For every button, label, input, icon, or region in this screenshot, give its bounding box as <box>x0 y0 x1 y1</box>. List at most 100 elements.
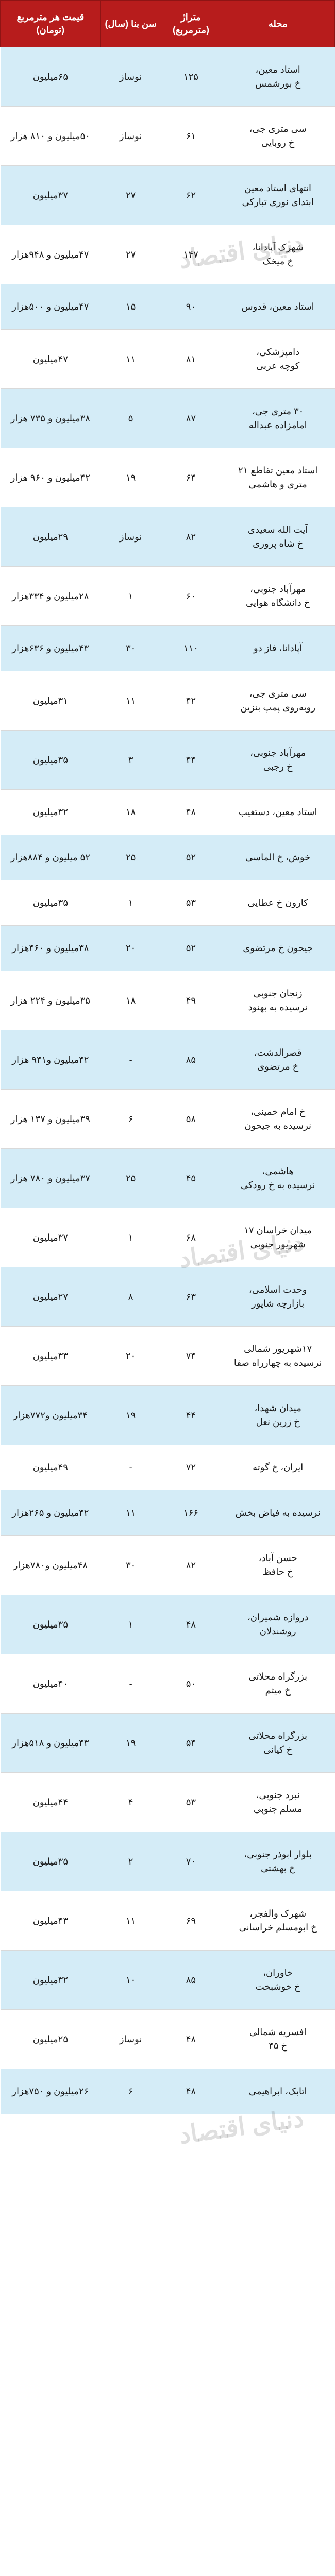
cell-metraj: ۶۹ <box>161 1891 221 1951</box>
cell-sen: ۱۱ <box>100 671 161 731</box>
cell-mahale: انتهای استاد معینابتدای نوری تبارکی <box>221 166 335 225</box>
cell-gheymat: ۴۷میلیون و ۵۰۰هزار <box>1 284 101 330</box>
table-row: سی متری جی،خ روبایی۶۱نوساز۵۰میلیون و ۸۱۰… <box>1 107 335 166</box>
cell-metraj: ۸۷ <box>161 389 221 448</box>
table-row: نبرد جنوبی،مسلم جنوبی۵۳۴۴۴میلیون <box>1 1773 335 1832</box>
table-row: افسریه شمالیخ ۴۵۴۸نوساز۲۵میلیون <box>1 2010 335 2069</box>
cell-sen: - <box>100 1030 161 1090</box>
table-row: میدان شهدا،خ زرین نعل۴۴۱۹۳۴میلیون و۷۷۲هز… <box>1 1386 335 1445</box>
cell-metraj: ۸۵ <box>161 1951 221 2010</box>
cell-sen: ۱۱ <box>100 330 161 389</box>
table-row: نرسیده به فیاض بخش۱۶۶۱۱۴۲میلیون و ۲۶۵هزا… <box>1 1490 335 1536</box>
cell-sen: نوساز <box>100 47 161 107</box>
cell-gheymat: ۳۸میلیون و ۴۶۰هزار <box>1 926 101 971</box>
cell-metraj: ۸۵ <box>161 1030 221 1090</box>
table-row: دروازه شمیران،روشندلان۴۸۱۳۵میلیون <box>1 1595 335 1654</box>
table-row: انتهای استاد معینابتدای نوری تبارکی۶۲۲۷۳… <box>1 166 335 225</box>
cell-gheymat: ۵۲ میلیون و ۸۸۴هزار <box>1 835 101 880</box>
table-row: میدان خراسان ۱۷شهریور جنوبی۶۸۱۳۷میلیون <box>1 1208 335 1267</box>
table-row: قصرالدشت،خ مرتضوی۸۵-۴۲میلیون و۹۴۱ هزار <box>1 1030 335 1090</box>
cell-metraj: ۶۸ <box>161 1208 221 1267</box>
cell-gheymat: ۳۳میلیون <box>1 1327 101 1386</box>
cell-metraj: ۸۲ <box>161 507 221 567</box>
cell-metraj: ۴۹ <box>161 971 221 1030</box>
cell-sen: نوساز <box>100 2010 161 2069</box>
cell-gheymat: ۴۳میلیون و ۶۳۶هزار <box>1 626 101 671</box>
cell-gheymat: ۴۳میلیون <box>1 1891 101 1951</box>
cell-gheymat: ۳۵میلیون <box>1 731 101 790</box>
cell-metraj: ۴۴ <box>161 1386 221 1445</box>
cell-gheymat: ۴۰میلیون <box>1 1654 101 1714</box>
cell-mahale: خ امام خمینی،نرسیده به جیحون <box>221 1090 335 1149</box>
cell-mahale: نرسیده به فیاض بخش <box>221 1490 335 1536</box>
cell-gheymat: ۴۲میلیون و ۲۶۵هزار <box>1 1490 101 1536</box>
cell-mahale: مهرآباد جنوبی،خ دانشگاه هوایی <box>221 567 335 626</box>
cell-mahale: وحدت اسلامی،بازارچه شاپور <box>221 1267 335 1327</box>
table-row: استاد معین،خ بورشمس۱۲۵نوساز۶۵میلیون <box>1 47 335 107</box>
cell-gheymat: ۴۲میلیون و ۹۶۰ هزار <box>1 448 101 507</box>
table-row: بزرگراه محلاتیخ کیانی۵۴۱۹۴۳میلیون و ۵۱۸ه… <box>1 1714 335 1773</box>
cell-gheymat: ۳۷میلیون و ۷۸۰ هزار <box>1 1149 101 1208</box>
cell-gheymat: ۳۵میلیون و ۲۲۴ هزار <box>1 971 101 1030</box>
table-row: مهرآباد جنوبی،خ دانشگاه هوایی۶۰۱۲۸میلیون… <box>1 567 335 626</box>
table-row: شهرک آپادانا،خ میخک۱۴۷۲۷۴۷میلیون و ۹۴۸هز… <box>1 225 335 284</box>
cell-gheymat: ۳۷میلیون <box>1 1208 101 1267</box>
cell-sen: ۱۹ <box>100 448 161 507</box>
cell-gheymat: ۳۵میلیون <box>1 1832 101 1891</box>
cell-gheymat: ۲۶میلیون و ۷۵۰هزار <box>1 2069 101 2114</box>
cell-mahale: هاشمی،نرسیده به خ رودکی <box>221 1149 335 1208</box>
cell-sen: ۲ <box>100 1832 161 1891</box>
cell-mahale: ۳۰ متری جی،امامزاده عبداله <box>221 389 335 448</box>
table-row: سی متری جی،روبه‌روی پمپ بنزین۴۲۱۱۳۱میلیو… <box>1 671 335 731</box>
table-row: آیت الله سعیدیخ شاه پروری۸۲نوساز۲۹میلیون <box>1 507 335 567</box>
table-row: هاشمی،نرسیده به خ رودکی۴۵۲۵۳۷میلیون و ۷۸… <box>1 1149 335 1208</box>
cell-metraj: ۸۱ <box>161 330 221 389</box>
cell-sen: ۶ <box>100 1090 161 1149</box>
price-table: محله متراژ (مترمربع) سن بنا (سال) قیمت ه… <box>0 0 335 2114</box>
cell-metraj: ۱۶۶ <box>161 1490 221 1536</box>
table-row: وحدت اسلامی،بازارچه شاپور۶۳۸۲۷میلیون <box>1 1267 335 1327</box>
cell-gheymat: ۳۷میلیون <box>1 166 101 225</box>
cell-mahale: نبرد جنوبی،مسلم جنوبی <box>221 1773 335 1832</box>
table-row: ۳۰ متری جی،امامزاده عبداله۸۷۵۳۸میلیون و … <box>1 389 335 448</box>
cell-sen: ۳۰ <box>100 626 161 671</box>
cell-metraj: ۵۳ <box>161 880 221 926</box>
cell-mahale: دامپزشکی،کوچه عربی <box>221 330 335 389</box>
cell-metraj: ۷۴ <box>161 1327 221 1386</box>
cell-metraj: ۶۴ <box>161 448 221 507</box>
cell-metraj: ۱۲۵ <box>161 47 221 107</box>
table-row: کارون خ عطایی۵۳۱۳۵میلیون <box>1 880 335 926</box>
cell-mahale: سی متری جی،خ روبایی <box>221 107 335 166</box>
table-row: دامپزشکی،کوچه عربی۸۱۱۱۴۷میلیون <box>1 330 335 389</box>
cell-gheymat: ۳۴میلیون و۷۷۲هزار <box>1 1386 101 1445</box>
table-row: حسن آباد،خ حافظ۸۲۳۰۴۸میلیون و۷۸۰هزار <box>1 1536 335 1595</box>
table-row: مهرآباد جنوبی،خ رجبی۴۴۳۳۵میلیون <box>1 731 335 790</box>
cell-sen: - <box>100 1445 161 1490</box>
cell-mahale: شهرک آپادانا،خ میخک <box>221 225 335 284</box>
cell-gheymat: ۶۵میلیون <box>1 47 101 107</box>
cell-metraj: ۷۲ <box>161 1445 221 1490</box>
cell-sen: ۲۰ <box>100 926 161 971</box>
cell-sen: ۵ <box>100 389 161 448</box>
cell-mahale: دروازه شمیران،روشندلان <box>221 1595 335 1654</box>
cell-metraj: ۴۸ <box>161 2069 221 2114</box>
table-row: خوش، خ الماسی۵۲۲۵۵۲ میلیون و ۸۸۴هزار <box>1 835 335 880</box>
cell-gheymat: ۲۷میلیون <box>1 1267 101 1327</box>
table-row: خاوران،خ خوشبخت۸۵۱۰۳۲میلیون <box>1 1951 335 2010</box>
cell-mahale: استاد معین تقاطع ۲۱متری و هاشمی <box>221 448 335 507</box>
cell-gheymat: ۴۴میلیون <box>1 1773 101 1832</box>
cell-mahale: استاد معین، قدوس <box>221 284 335 330</box>
header-row: محله متراژ (مترمربع) سن بنا (سال) قیمت ه… <box>1 1 335 47</box>
cell-gheymat: ۴۸میلیون و۷۸۰هزار <box>1 1536 101 1595</box>
cell-sen: ۳ <box>100 731 161 790</box>
cell-sen: - <box>100 1654 161 1714</box>
cell-mahale: قصرالدشت،خ مرتضوی <box>221 1030 335 1090</box>
cell-gheymat: ۳۹میلیون و ۱۳۷ هزار <box>1 1090 101 1149</box>
table-row: زنجان جنوبینرسیده به بهنود۴۹۱۸۳۵میلیون و… <box>1 971 335 1030</box>
cell-gheymat: ۳۵میلیون <box>1 1595 101 1654</box>
cell-metraj: ۴۸ <box>161 790 221 835</box>
table-row: آپادانا، فاز دو۱۱۰۳۰۴۳میلیون و ۶۳۶هزار <box>1 626 335 671</box>
cell-mahale: سی متری جی،روبه‌روی پمپ بنزین <box>221 671 335 731</box>
cell-sen: ۱۱ <box>100 1490 161 1536</box>
table-row: شهرک والفجر،خ ابومسلم خراسانی۶۹۱۱۴۳میلیو… <box>1 1891 335 1951</box>
